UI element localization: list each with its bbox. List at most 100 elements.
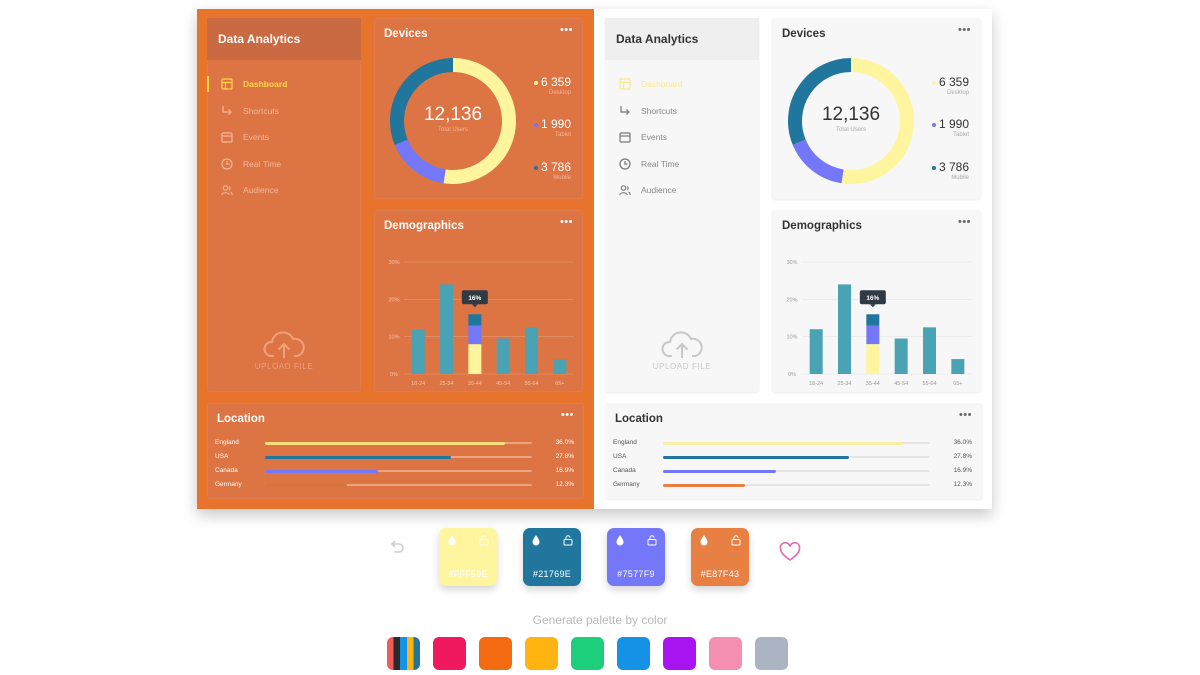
more-options-icon[interactable]: ••• — [957, 24, 971, 36]
location-percent: 16.9% — [555, 467, 574, 474]
bar-segment-yellow[interactable] — [468, 344, 482, 374]
location-name: Germany — [215, 481, 242, 488]
bar-18-24[interactable] — [411, 329, 425, 374]
bar-25-34[interactable] — [440, 284, 453, 374]
devices-donut-chart — [788, 58, 914, 184]
sidebar-item-shortcuts[interactable]: Shortcuts — [605, 101, 759, 128]
lock-icon[interactable] — [562, 534, 574, 546]
location-title: Location — [217, 413, 265, 425]
total-users-label: Total Users — [437, 127, 468, 133]
y-tick-label: 0% — [390, 372, 398, 378]
swatch-color[interactable]: #FFF59E — [439, 528, 497, 586]
color-chip[interactable] — [433, 637, 466, 670]
calendar-icon — [619, 132, 631, 143]
more-options-icon[interactable]: ••• — [958, 409, 972, 421]
legend-label: Tablet — [554, 132, 571, 138]
clock-icon — [221, 157, 233, 170]
location-percent: 16.9% — [953, 467, 972, 474]
sidebar-item-real-time[interactable]: Real Time — [605, 154, 759, 181]
location-row: USA 27.8% — [613, 453, 972, 465]
bar-45-54[interactable] — [496, 338, 510, 374]
sidebar-item-label: Audience — [243, 185, 279, 195]
location-bar-fill — [663, 441, 904, 445]
legend-mobile: 3 786 Mobile — [913, 160, 969, 181]
bar-segment-teal[interactable] — [468, 314, 482, 326]
bar-segment-yellow[interactable] — [866, 344, 880, 374]
sidebar-item-events[interactable]: Events — [207, 127, 361, 154]
sidebar-item-label: Events — [641, 132, 667, 142]
legend-dot — [931, 80, 936, 85]
swatch-color[interactable]: #7577F9 — [607, 528, 665, 586]
color-chip[interactable] — [617, 637, 650, 670]
more-options-icon[interactable]: ••• — [559, 216, 573, 228]
sidebar-item-dashboard[interactable]: Dashboard — [207, 74, 361, 101]
x-tick-label: 65+ — [555, 381, 564, 387]
demographics-bar-chart: 0% 10% 20% 30% 18-24 25-34 16% 35-44 45-54 55-64 6… — [388, 260, 574, 387]
swatch-color[interactable]: #21769E — [523, 528, 581, 586]
color-drop-icon[interactable] — [530, 534, 542, 546]
sidebar-item-events[interactable]: Events — [605, 127, 759, 154]
legend-dot — [931, 122, 936, 127]
bar-18-24[interactable] — [809, 329, 823, 374]
color-chip[interactable] — [755, 637, 788, 670]
more-options-icon[interactable]: ••• — [559, 24, 573, 36]
bar-55-64[interactable] — [923, 327, 936, 374]
bar-55-64[interactable] — [525, 327, 538, 374]
lock-icon[interactable] — [478, 534, 490, 546]
more-options-icon[interactable]: ••• — [957, 216, 971, 228]
more-options-icon[interactable]: ••• — [560, 409, 574, 421]
location-row: England 36.0% — [613, 439, 972, 451]
location-row: Canada 16.9% — [613, 467, 972, 479]
location-row: Germany 12.3% — [613, 481, 972, 493]
upload-file-button[interactable]: UPLOAD FILE — [207, 330, 361, 371]
bar-segment-teal[interactable] — [866, 314, 880, 326]
upload-file-button[interactable]: UPLOAD FILE — [605, 330, 759, 371]
sidebar-title: Data Analytics — [207, 18, 361, 60]
bar-segment-purple[interactable] — [468, 325, 482, 345]
bar-tooltip-text: 16% — [468, 295, 481, 302]
color-chip[interactable] — [479, 637, 512, 670]
x-tick-label: 65+ — [953, 381, 962, 387]
legend-label: Mobile — [553, 175, 571, 181]
sidebar-item-real-time[interactable]: Real Time — [207, 154, 361, 181]
y-tick-label: 10% — [786, 335, 797, 341]
legend-value: 6 359 — [540, 75, 571, 89]
swatch-color[interactable]: #E87F43 — [691, 528, 749, 586]
color-chip[interactable] — [709, 637, 742, 670]
bar-segment-purple[interactable] — [866, 325, 880, 345]
location-bar-track — [265, 455, 532, 459]
devices-donut-chart — [390, 58, 516, 184]
sidebar-item-audience[interactable]: Audience — [605, 180, 759, 207]
color-chip[interactable] — [525, 637, 558, 670]
devices-title: Devices — [782, 28, 826, 40]
location-bar-fill — [663, 455, 849, 459]
bar-25-34[interactable] — [838, 284, 851, 374]
color-drop-icon[interactable] — [698, 534, 710, 546]
palette-swatches: #FFF59E #21769E #7577F9 #E87F43 — [0, 528, 1200, 588]
color-chip[interactable] — [663, 637, 696, 670]
sidebar-item-audience[interactable]: Audience — [207, 180, 361, 207]
sidebar-title: Data Analytics — [605, 18, 759, 60]
sidebar-item-label: Shortcuts — [641, 105, 677, 116]
sidebar-item-dashboard[interactable]: Dashboard — [605, 74, 759, 101]
lock-icon[interactable] — [646, 534, 658, 546]
legend-desktop: 6 359 Desktop — [913, 75, 969, 96]
heart-icon[interactable] — [779, 542, 801, 562]
y-tick-label: 20% — [786, 297, 797, 303]
y-tick-label: 20% — [388, 297, 399, 303]
color-drop-icon[interactable] — [614, 534, 626, 546]
undo-icon[interactable] — [386, 538, 406, 558]
bar-65+[interactable] — [553, 359, 567, 374]
devices-card: Devices ••• 12,136 Total Users 6 359 Des… — [374, 18, 583, 199]
location-bar-fill — [663, 469, 776, 473]
color-drop-icon[interactable] — [446, 534, 458, 546]
color-chip-multicolor[interactable] — [387, 637, 420, 670]
bar-65+[interactable] — [951, 359, 965, 374]
bar-45-54[interactable] — [894, 338, 908, 374]
sidebar-item-shortcuts[interactable]: Shortcuts — [207, 101, 361, 128]
lock-icon[interactable] — [730, 534, 742, 546]
upload-file-label: UPLOAD FILE — [254, 362, 314, 371]
color-chip[interactable] — [571, 637, 604, 670]
location-name: USA — [613, 453, 627, 460]
location-row: Canada 16.9% — [215, 467, 574, 479]
